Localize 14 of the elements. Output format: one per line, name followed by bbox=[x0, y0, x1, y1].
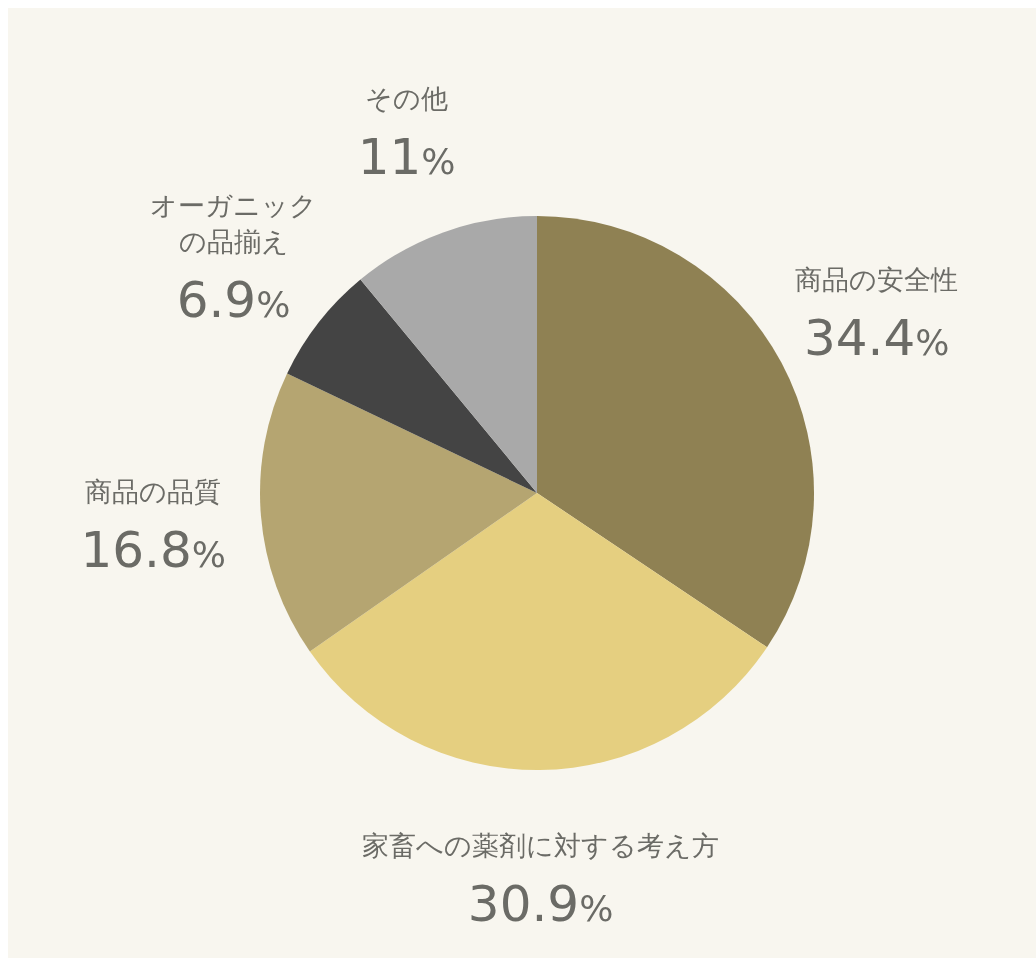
data-label: 16.8% bbox=[80, 521, 227, 580]
pie-slice bbox=[309, 493, 768, 770]
data-label: 30.9% bbox=[467, 874, 614, 933]
slice-label: 家畜への薬剤に対する考え方 bbox=[362, 829, 720, 861]
data-label: 6.9% bbox=[176, 271, 291, 330]
slice-label: その他 bbox=[365, 82, 449, 114]
slice-label: 商品の安全性 bbox=[795, 263, 959, 295]
data-label: 34.4% bbox=[803, 308, 950, 367]
pie-slice bbox=[360, 216, 537, 493]
slice-label: オーガニックの品揃え bbox=[150, 190, 318, 258]
data-label: 11% bbox=[357, 127, 456, 186]
pie-slice bbox=[287, 279, 537, 493]
slice-label: 商品の品質 bbox=[85, 476, 222, 508]
pie-slice bbox=[260, 373, 537, 652]
